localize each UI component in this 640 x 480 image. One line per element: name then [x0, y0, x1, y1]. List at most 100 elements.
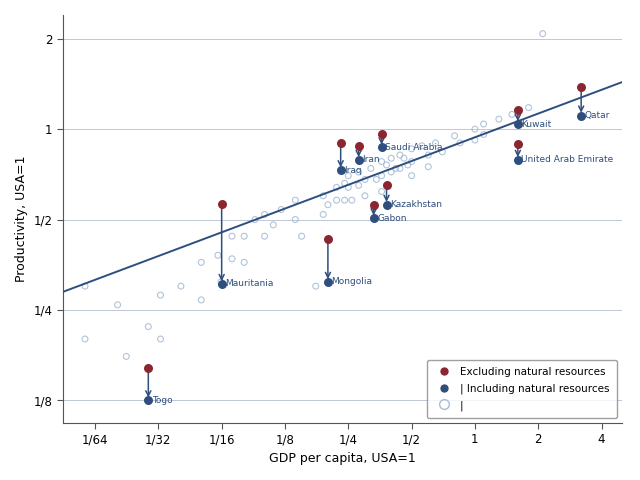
- Point: [470, 136, 480, 144]
- Point: [296, 232, 307, 240]
- Point: [376, 158, 387, 166]
- Point: [239, 259, 250, 266]
- Point: [290, 216, 300, 223]
- Point: [143, 364, 154, 372]
- Point: [339, 196, 349, 204]
- Text: Iran: Iran: [362, 156, 380, 164]
- Point: [365, 165, 376, 172]
- Point: [376, 188, 387, 195]
- Point: [347, 196, 357, 204]
- Point: [310, 282, 321, 290]
- Point: [455, 139, 465, 147]
- Point: [156, 335, 166, 343]
- Point: [259, 232, 269, 240]
- Point: [353, 142, 364, 150]
- Point: [156, 291, 166, 299]
- Point: [250, 216, 260, 223]
- Text: Togo: Togo: [152, 396, 173, 405]
- Point: [343, 172, 353, 180]
- Point: [213, 252, 223, 259]
- Point: [227, 255, 237, 263]
- Point: [216, 200, 227, 207]
- Point: [376, 172, 387, 180]
- Point: [239, 232, 250, 240]
- X-axis label: GDP per capita, USA=1: GDP per capita, USA=1: [269, 452, 416, 465]
- Point: [576, 112, 586, 120]
- Point: [395, 151, 405, 159]
- Text: Kazakhstan: Kazakhstan: [390, 200, 442, 209]
- Point: [423, 151, 433, 159]
- Point: [538, 30, 548, 37]
- Point: [343, 183, 353, 191]
- Point: [381, 161, 392, 169]
- Point: [386, 168, 396, 176]
- Point: [494, 115, 504, 123]
- Point: [353, 168, 364, 176]
- Point: [437, 148, 447, 156]
- Point: [323, 235, 333, 243]
- Point: [576, 84, 586, 91]
- Point: [513, 156, 523, 164]
- Point: [369, 201, 379, 209]
- Point: [196, 259, 206, 266]
- Point: [395, 165, 405, 172]
- Point: [406, 172, 417, 180]
- Point: [381, 201, 392, 209]
- Point: [417, 142, 427, 150]
- Point: [121, 353, 131, 360]
- Point: [332, 196, 342, 204]
- Text: Iraq: Iraq: [344, 166, 362, 175]
- Point: [143, 323, 154, 330]
- Text: Kuwait: Kuwait: [522, 120, 552, 129]
- Point: [376, 131, 387, 138]
- Point: [479, 131, 489, 138]
- Point: [406, 145, 417, 153]
- Point: [406, 158, 417, 166]
- Point: [339, 180, 349, 187]
- Point: [323, 278, 333, 286]
- Point: [276, 205, 286, 213]
- Text: Mauritania: Mauritania: [225, 279, 274, 288]
- Point: [479, 120, 489, 128]
- Point: [80, 282, 90, 290]
- Point: [318, 192, 328, 200]
- Legend: Excluding natural resources, | Including natural resources, |: Excluding natural resources, | Including…: [427, 360, 617, 418]
- Point: [196, 296, 206, 304]
- Point: [360, 192, 370, 200]
- Point: [449, 132, 460, 140]
- Point: [80, 335, 90, 343]
- Point: [423, 163, 433, 170]
- Point: [507, 110, 517, 118]
- Point: [513, 141, 523, 148]
- Point: [332, 183, 342, 191]
- Point: [227, 232, 237, 240]
- Point: [381, 181, 392, 189]
- Y-axis label: Productivity, USA=1: Productivity, USA=1: [15, 156, 28, 282]
- Point: [176, 282, 186, 290]
- Text: Qatar: Qatar: [585, 111, 610, 120]
- Text: Saudi Arabia: Saudi Arabia: [385, 143, 443, 152]
- Text: United Arab Emirate: United Arab Emirate: [522, 156, 614, 164]
- Point: [369, 215, 379, 222]
- Point: [268, 221, 278, 228]
- Point: [290, 196, 300, 204]
- Point: [403, 161, 413, 169]
- Point: [259, 211, 269, 218]
- Point: [513, 106, 523, 114]
- Point: [353, 181, 364, 189]
- Point: [335, 139, 346, 147]
- Point: [524, 104, 534, 111]
- Point: [318, 211, 328, 218]
- Point: [323, 201, 333, 209]
- Point: [216, 280, 227, 288]
- Point: [143, 396, 154, 404]
- Text: Gabon: Gabon: [377, 214, 407, 223]
- Point: [113, 301, 123, 309]
- Point: [353, 156, 364, 164]
- Point: [371, 176, 381, 183]
- Point: [470, 125, 480, 133]
- Point: [335, 167, 346, 174]
- Text: Mongolia: Mongolia: [332, 277, 372, 287]
- Point: [386, 155, 396, 162]
- Point: [216, 278, 226, 286]
